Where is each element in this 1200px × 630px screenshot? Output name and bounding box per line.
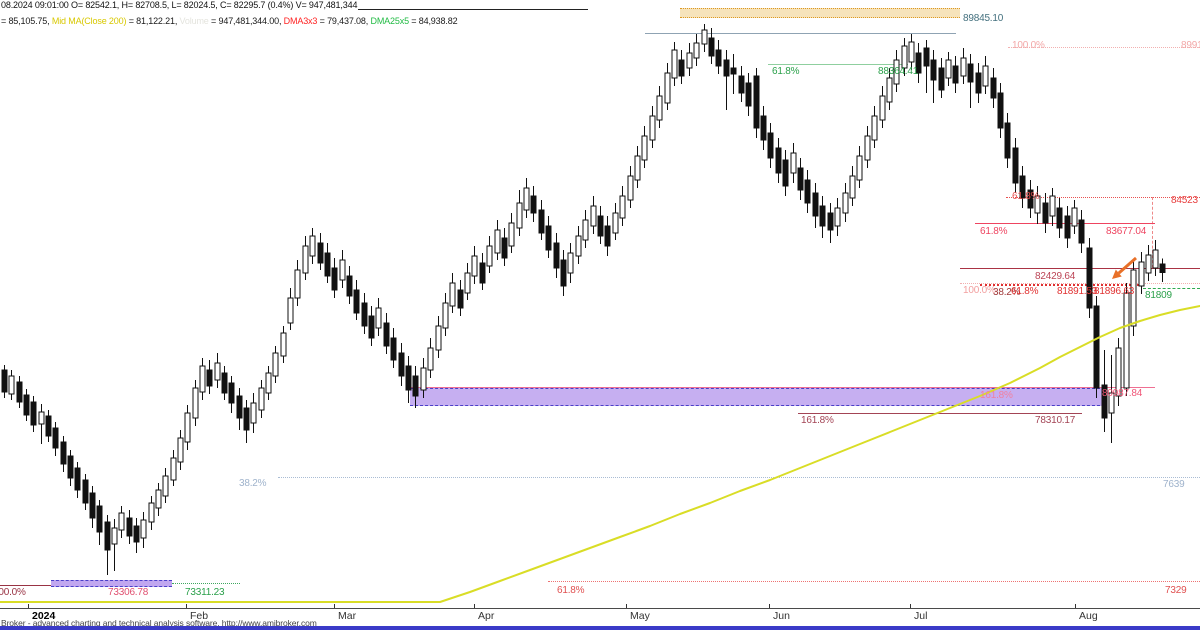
fib-cluster-81891 xyxy=(980,284,1143,286)
fib-1618-78310-label: 161.8% xyxy=(801,415,834,426)
level-80987 xyxy=(410,387,1155,388)
axis-label-2024: 2024 xyxy=(32,610,56,622)
level-100-left xyxy=(0,585,51,586)
indicator-top-value: = 85,105.75, xyxy=(1,16,52,26)
fib-100-top xyxy=(1008,47,1200,48)
axis-label-may: May xyxy=(630,610,650,622)
level-73311 xyxy=(172,583,240,584)
fib-cluster-81891-label: 81891.53 xyxy=(1057,286,1098,297)
fib-618-upper-label: 84523 xyxy=(1171,195,1198,206)
axis-tick-mar xyxy=(334,604,335,608)
indicator-dma3x3-value: = 79,437.08, xyxy=(317,16,371,26)
indicator-volume-value: = 947,481,344.00, xyxy=(208,16,284,26)
indicator-ma200-value: = 81,122.21, xyxy=(126,16,180,26)
fib-618-lower-label: 61.8% xyxy=(557,585,585,596)
fib-382-blue-label: 38.2% xyxy=(239,478,267,489)
zone-purple-left xyxy=(51,580,172,587)
indicator-dma25x5-label: DMA25x5 xyxy=(370,16,409,26)
axis-tick-jul xyxy=(910,604,911,608)
fib-100-top-label: 8991 xyxy=(1181,40,1200,51)
fib-100-82429 xyxy=(960,268,1200,269)
zone-89845-label: 89845.10 xyxy=(963,13,1004,24)
axis-label-mar: Mar xyxy=(338,610,357,622)
annotation-arrow xyxy=(1112,256,1137,279)
ma-line-200 xyxy=(0,305,1200,603)
zone-89845 xyxy=(680,8,960,18)
fib-618-green xyxy=(768,64,908,65)
axis-tick-apr xyxy=(474,604,475,608)
indicator-dma3x3-label: DMA3x3 xyxy=(283,16,318,26)
fib-100-top-label: 100.0% xyxy=(1012,40,1045,51)
zone-purple-main-label: 161.8% xyxy=(980,390,1013,401)
level-81809 xyxy=(1143,288,1200,289)
fib-1618-78310-label: 78310.17 xyxy=(1035,415,1076,426)
fib-618-mid-label: 61.8% xyxy=(980,226,1008,237)
fib-618-mid-label: 83677.04 xyxy=(1106,226,1147,237)
axis-label-jun: Jun xyxy=(773,610,790,622)
level-slate xyxy=(645,33,956,34)
axis-label-apr: Apr xyxy=(478,610,495,622)
level-80987-label: 80987.84 xyxy=(1102,388,1143,399)
fib-100-pink-dotted-label: 38.2% xyxy=(993,287,1021,298)
indicator-readout: = 85,105.75, Mid MA(Close 200) = 81,122.… xyxy=(1,16,458,26)
fib-cluster-81891-label: 81896.63 xyxy=(1094,286,1135,297)
fib-618-green-label: 88364.41 xyxy=(878,66,919,77)
level-73311-label: 73311.23 xyxy=(185,587,225,598)
ohlc-readout: 08.2024 09:01:00 O= 82542.1, H= 82708.5,… xyxy=(1,0,358,10)
zone-purple-main xyxy=(410,388,1105,406)
fib-618-lower xyxy=(548,581,1200,582)
fib-382-blue xyxy=(278,477,1200,478)
fib-100-pink-dotted-label: 100.0% xyxy=(963,285,996,296)
amibroker-credit-text: Broker - advanced charting and technical… xyxy=(1,618,317,628)
fib-382-blue-label: 7639 xyxy=(1163,479,1185,490)
axis-label-aug: Aug xyxy=(1079,610,1098,622)
fib-cluster-81891-label: 61.8% xyxy=(1011,286,1039,297)
axis-tick-feb xyxy=(186,604,187,608)
level-100-left-label: 100.0% xyxy=(0,587,26,598)
header-underline xyxy=(358,9,588,10)
x-axis-line xyxy=(0,608,1200,609)
axis-label-feb: Feb xyxy=(190,610,209,622)
fib-618-green-label: 61.8% xyxy=(772,66,800,77)
indicator-volume-label: Volume xyxy=(179,16,209,26)
axis-tick-aug xyxy=(1075,604,1076,608)
fib-100-82429-label: 82429.64 xyxy=(1035,271,1076,282)
axis-tick-jun xyxy=(769,604,770,608)
axis-label-jul: Jul xyxy=(914,610,928,622)
candles xyxy=(1,24,1166,575)
bottom-blue-bar xyxy=(0,626,1200,630)
fib-1618-78310 xyxy=(798,413,1082,414)
fib-618-upper-label: 61.8% xyxy=(1012,191,1040,202)
axis-tick-may xyxy=(626,604,627,608)
indicator-dma25x5-value: = 84,938.82 xyxy=(408,16,458,26)
indicator-ma200-label: Mid MA(Close 200) xyxy=(51,16,127,26)
axis-tick-2024 xyxy=(28,604,29,608)
fib-618-lower-label: 7329 xyxy=(1165,585,1187,596)
fib-vertical-guide xyxy=(1152,197,1153,268)
fib-100-pink-dotted xyxy=(960,283,1200,284)
fib-618-upper xyxy=(1006,197,1200,198)
level-81809-label: 81809 xyxy=(1145,290,1172,301)
zone-purple-left-label: 73306.78 xyxy=(108,587,149,598)
